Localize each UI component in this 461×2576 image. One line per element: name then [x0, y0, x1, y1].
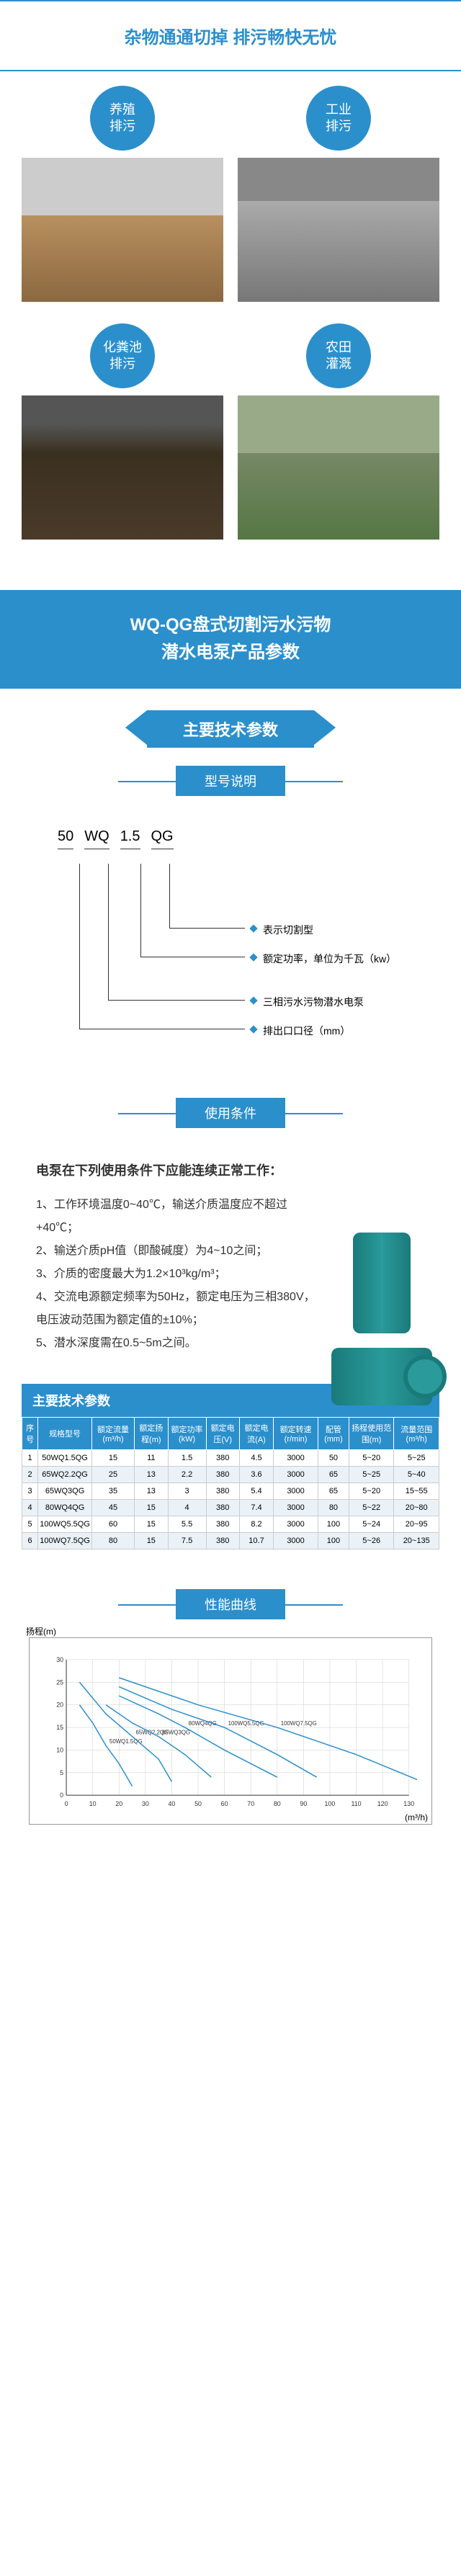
app-item-livestock: 养殖排污 — [22, 86, 223, 302]
svg-text:110: 110 — [351, 1800, 361, 1807]
svg-text:5: 5 — [60, 1769, 63, 1776]
svg-text:25: 25 — [56, 1678, 63, 1686]
table-header: 额定扬程(m) — [135, 1417, 168, 1449]
svg-text:30: 30 — [142, 1800, 149, 1807]
conditions-title: 电泵在下列使用条件下应能连续正常工作： — [36, 1160, 425, 1179]
conditions-section: 电泵在下列使用条件下应能连续正常工作： 1、工作环境温度0~40℃，输送介质温度… — [0, 1146, 461, 1384]
applications-header: 杂物通通切掉 排污畅快无忧 — [0, 0, 461, 71]
pump-image — [317, 1204, 447, 1434]
app-item-septic: 化粪池排污 — [22, 323, 223, 540]
main-params-header: 主要技术参数 — [0, 710, 461, 748]
svg-text:60: 60 — [221, 1800, 228, 1807]
svg-text:100WQ7.5QG: 100WQ7.5QG — [281, 1720, 317, 1727]
svg-text:70: 70 — [247, 1800, 254, 1807]
svg-text:20: 20 — [56, 1701, 63, 1708]
conditions-header: 使用条件 — [0, 1098, 461, 1128]
x-axis-label: (m³/h) — [405, 1812, 428, 1823]
applications-grid: 养殖排污 工业排污 化粪池排污 农田灌溉 — [0, 86, 461, 590]
app-image-industrial — [238, 158, 439, 302]
chart-svg: 0 10 20 30 40 50 60 70 80 90 100 110 120 130 0 5 10 15 20 2… — [44, 1653, 417, 1810]
svg-text:100WQ5.5QG: 100WQ5.5QG — [228, 1720, 264, 1727]
table-header: 额定转速(r/min) — [274, 1417, 318, 1449]
app-item-industrial: 工业排污 — [238, 86, 439, 302]
model-description-header: 型号说明 — [0, 766, 461, 796]
svg-text:65WQ3QG: 65WQ3QG — [162, 1729, 190, 1735]
svg-text:15: 15 — [56, 1724, 63, 1731]
app-image-farmland — [238, 395, 439, 540]
app-label: 工业排污 — [306, 86, 371, 151]
product-params-banner: WQ-QG盘式切割污水污物 潜水电泵产品参数 — [0, 590, 461, 689]
svg-text:100: 100 — [325, 1800, 336, 1807]
app-label: 农田灌溉 — [306, 323, 371, 388]
table-row: 6100WQ7.5QG80157.538010.730001005~2620~1… — [22, 1532, 439, 1549]
table-header: 额定流量(m³/h) — [91, 1417, 134, 1449]
svg-text:80: 80 — [274, 1800, 281, 1807]
svg-text:120: 120 — [377, 1800, 388, 1807]
svg-text:40: 40 — [168, 1800, 175, 1807]
model-diagram: 表示切割型 额定功率，单位为千瓦（kw） 三相污水污物潜水电泵 排出口口径（mm… — [65, 864, 418, 1051]
table-row: 5100WQ5.5QG60155.53808.230001005~2420~95 — [22, 1516, 439, 1532]
table-row: 150WQ1.5QG15111.53804.53000505~205~25 — [22, 1449, 439, 1466]
params-table: 序号规格型号额定流量(m³/h)额定扬程(m)额定功率(kW)额定电压(V)额定… — [22, 1417, 439, 1549]
performance-chart: 扬程(m) 0102030405060708090100110120130051… — [29, 1637, 432, 1825]
model-codes: 50 WQ 1.5 QG — [58, 828, 418, 849]
svg-text:130: 130 — [403, 1800, 414, 1807]
svg-text:50: 50 — [194, 1800, 202, 1807]
app-image-septic — [22, 395, 223, 540]
app-image-livestock — [22, 158, 223, 302]
svg-text:30: 30 — [56, 1656, 63, 1663]
table-header: 额定功率(kW) — [168, 1417, 206, 1449]
table-header: 规格型号 — [38, 1417, 92, 1449]
table-header: 序号 — [22, 1417, 38, 1449]
table-row: 365WQ3QG351333805.43000655~2015~55 — [22, 1482, 439, 1499]
svg-text:90: 90 — [300, 1800, 307, 1807]
svg-text:0: 0 — [60, 1792, 63, 1799]
svg-text:0: 0 — [65, 1800, 68, 1807]
svg-text:20: 20 — [115, 1800, 122, 1807]
conditions-list: 1、工作环境温度0~40℃，输送介质温度应不超过+40℃； 2、输送介质pH值（… — [36, 1194, 324, 1355]
table-row: 265WQ2.2QG25132.23803.63000655~255~40 — [22, 1466, 439, 1482]
svg-text:10: 10 — [56, 1746, 63, 1753]
app-label: 化粪池排污 — [90, 323, 155, 388]
chart-section: 扬程(m) 0102030405060708090100110120130051… — [0, 1637, 461, 1853]
table-header: 额定电压(V) — [206, 1417, 239, 1449]
app-label: 养殖排污 — [90, 86, 155, 151]
chart-header: 性能曲线 — [0, 1589, 461, 1619]
svg-text:10: 10 — [89, 1800, 97, 1807]
y-axis-label: 扬程(m) — [26, 1625, 56, 1637]
model-section: 50 WQ 1.5 QG 表示切割型 额定功率，单位为千瓦（kw） 三相污水污物… — [0, 814, 461, 1080]
app-item-farmland: 农田灌溉 — [238, 323, 439, 540]
table-header: 额定电流(A) — [239, 1417, 273, 1449]
table-row: 480WQ4QG451543807.43000805~2220~80 — [22, 1499, 439, 1516]
